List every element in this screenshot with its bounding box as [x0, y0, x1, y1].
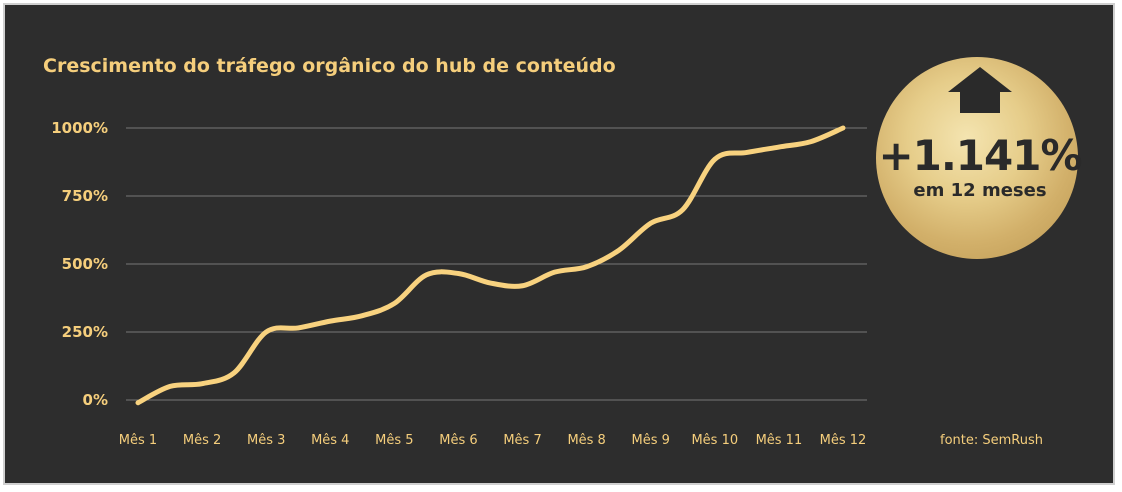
badge-circle	[876, 57, 1078, 259]
arrow-up-icon	[948, 67, 1012, 113]
badge-value: +1.141%	[878, 131, 1081, 180]
grid-lines	[126, 127, 867, 401]
series-line-group	[135, 125, 846, 406]
y-tick-label: 1000%	[51, 119, 108, 137]
line-chart: Crescimento do tráfego orgânico do hub d…	[43, 55, 1083, 448]
x-tick-label: Mês 8	[567, 433, 605, 448]
y-axis-ticks: 0% 250% 500% 750% 1000%	[51, 119, 108, 409]
x-tick-label: Mês 3	[247, 433, 285, 448]
x-tick-label: Mês 5	[375, 433, 413, 448]
x-tick-label: Mês 2	[183, 433, 221, 448]
x-tick-label: Mês 1	[119, 433, 157, 448]
series-line	[135, 125, 846, 406]
y-tick-label: 500%	[62, 255, 108, 273]
y-tick-label: 250%	[62, 323, 108, 341]
chart-title: Crescimento do tráfego orgânico do hub d…	[43, 55, 616, 77]
x-tick-label: Mês 12	[820, 433, 867, 448]
x-tick-label: Mês 6	[439, 433, 477, 448]
x-tick-label: Mês 7	[503, 433, 541, 448]
y-tick-label: 0%	[83, 391, 108, 409]
chart-frame: Crescimento do tráfego orgânico do hub d…	[3, 3, 1115, 485]
x-tick-label: Mês 11	[756, 433, 803, 448]
x-tick-label: Mês 9	[632, 433, 670, 448]
x-tick-label: Mês 10	[691, 433, 738, 448]
x-axis-ticks: Mês 1 Mês 2 Mês 3 Mês 4 Mês 5 Mês 6 Mês 7 Mês 8…	[119, 433, 867, 448]
source-label: fonte: SemRush	[940, 433, 1043, 448]
badge-subtitle: em 12 meses	[913, 180, 1046, 201]
growth-badge: +1.141% em 12 meses	[876, 57, 1083, 259]
x-tick-label: Mês 4	[311, 433, 349, 448]
y-tick-label: 750%	[62, 187, 108, 205]
